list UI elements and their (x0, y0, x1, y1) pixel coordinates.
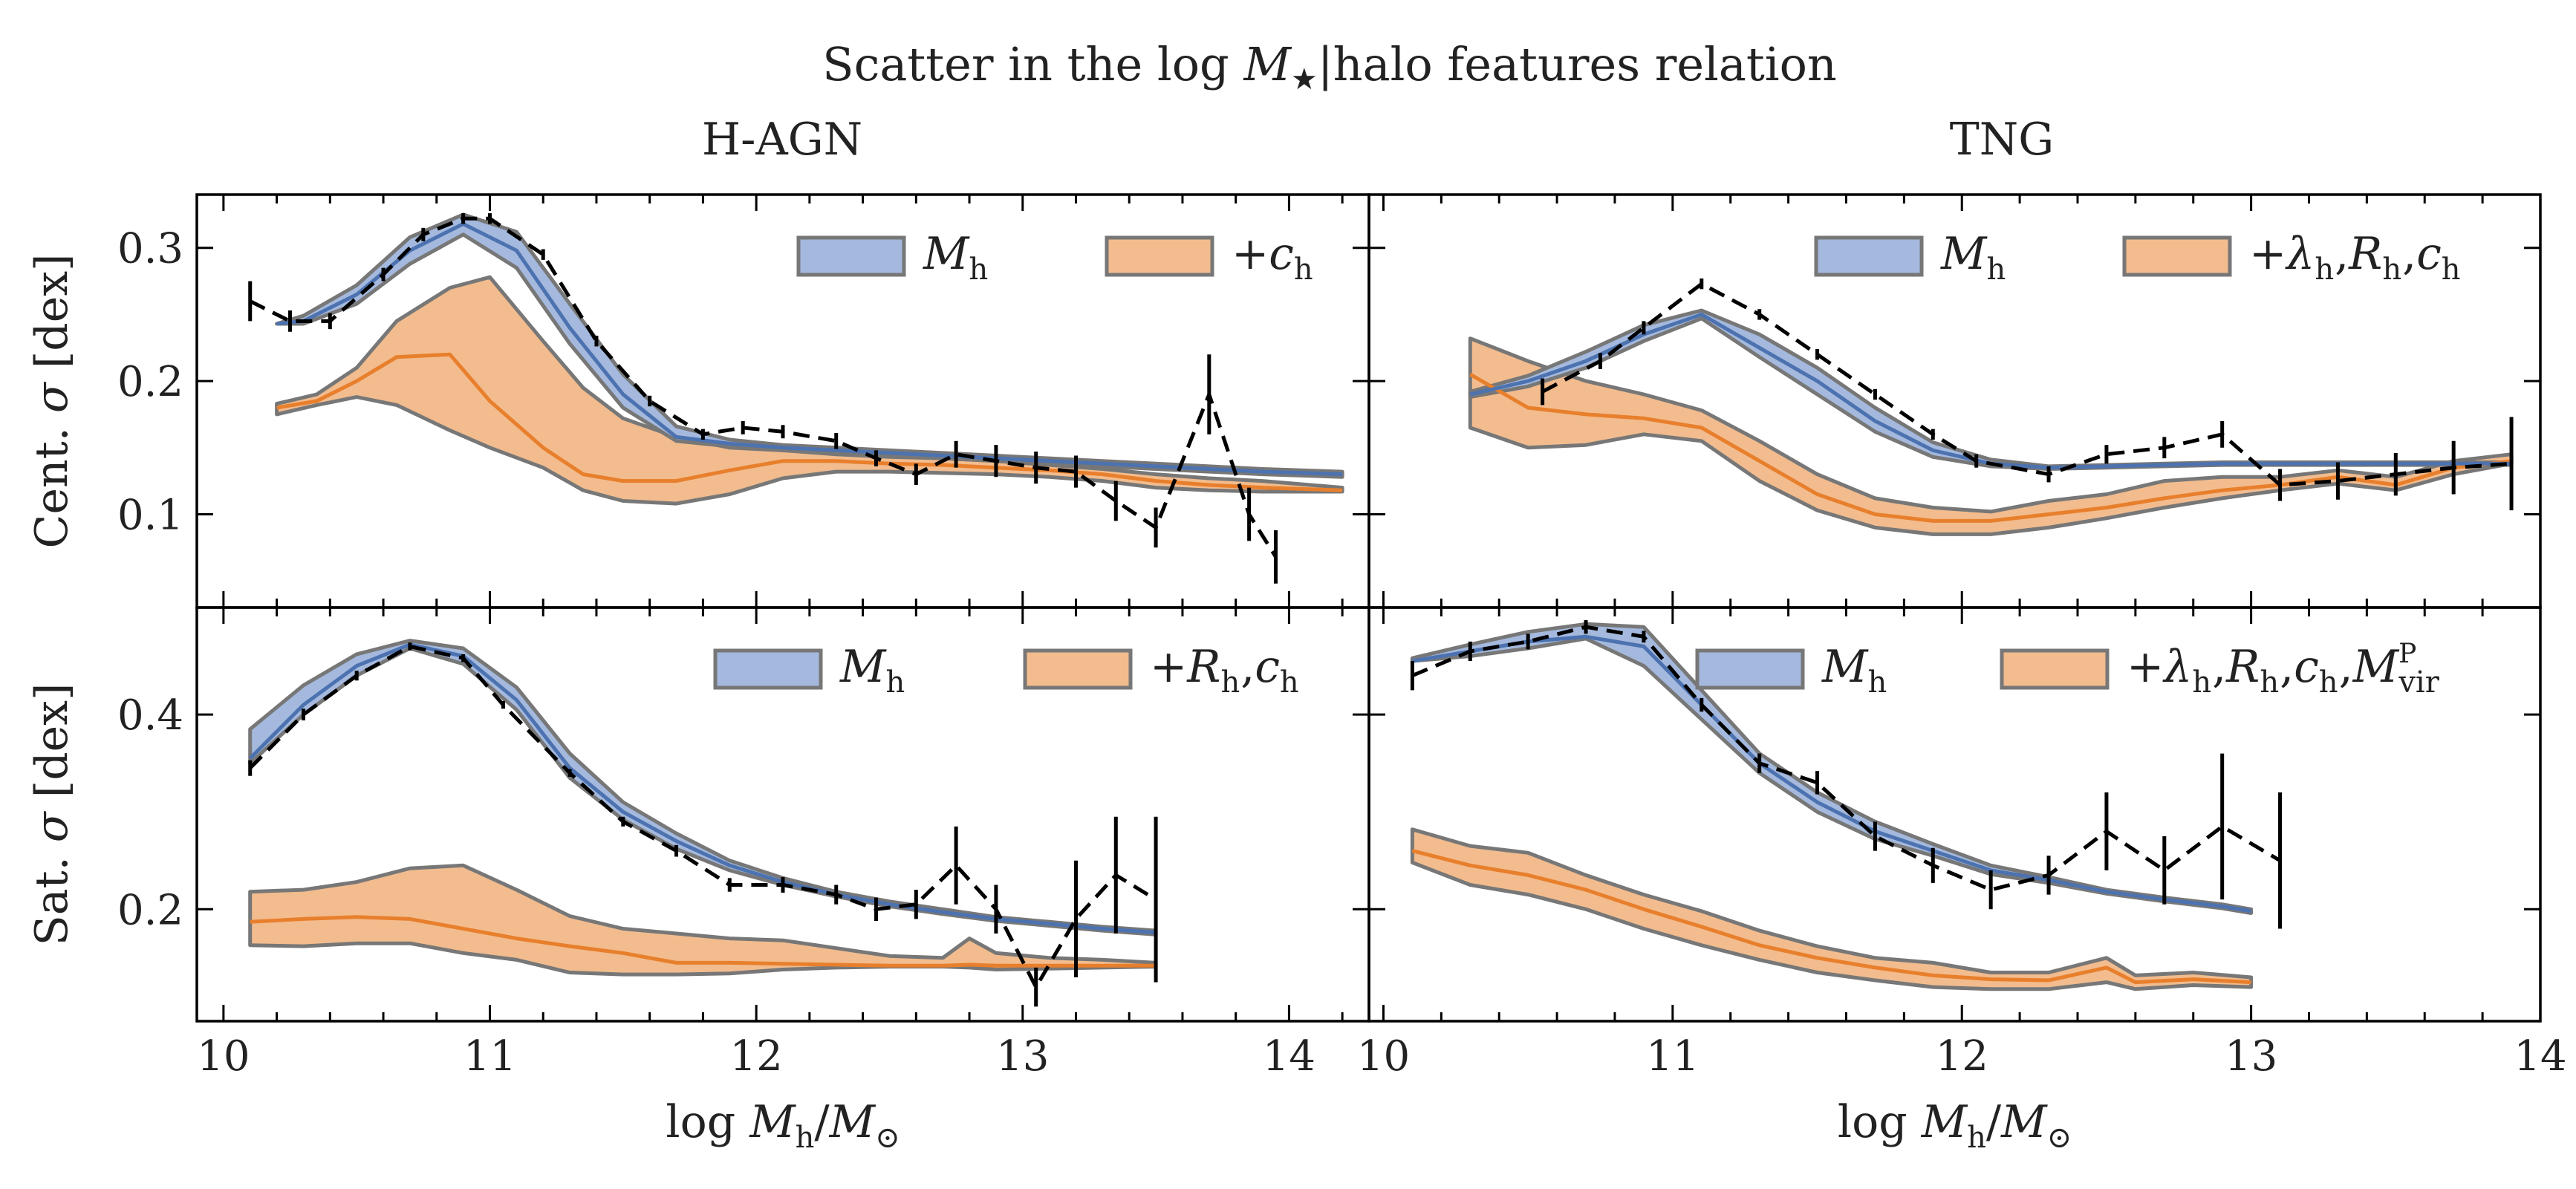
panels: 0.1 0.2 0.3 Cent. σ [dex] Mh +ch Mh +λh ,Rh … (26, 193, 2567, 1155)
panel-frame (1367, 606, 2542, 1023)
legend-swatch-plus (1023, 648, 1133, 690)
x-tick-label: 14 (1263, 1032, 1315, 1081)
panel-hagn_cent: 0.1 0.2 0.3 Cent. σ [dex] Mh +ch (26, 193, 1370, 609)
y-tick-label: 0.2 (117, 886, 183, 934)
plot-area (248, 639, 1158, 1007)
mh-line (248, 642, 1157, 935)
y-tick-label: 0.3 (117, 225, 183, 273)
legend: Mh +λh ,Rh ,ch (1814, 228, 2462, 287)
panel-tng_sat: 10 11 12 13 14 log Mh/M⊙ Mh +λh ,Rh ,ch ,MP vir (1357, 606, 2567, 1155)
plus-features-line (276, 352, 1343, 492)
legend-label-plus: +λh ,Rh ,ch ,MP vir (2127, 639, 2440, 700)
mh-band (1410, 622, 2254, 915)
x-tick-label: 12 (730, 1032, 783, 1081)
plus-features-line (1411, 849, 2251, 985)
x-tick-label: 10 (1357, 1032, 1410, 1081)
x-tick-label: 13 (996, 1032, 1049, 1081)
legend-swatch-plus (2000, 648, 2110, 690)
column-title-hagn: H-AGN (702, 114, 862, 166)
figure-title: Scatter in the log M★|halo features rela… (822, 37, 1837, 97)
y-tick-label: 0.4 (117, 691, 183, 740)
plot-area (1410, 620, 2283, 991)
y-tick-label: 0.2 (117, 358, 183, 406)
x-axis-label: log Mh/M⊙ (1838, 1096, 2072, 1155)
legend: Mh +λh ,Rh ,ch ,MP vir (1695, 639, 2440, 700)
mh-line (1411, 634, 2252, 913)
ticks (197, 195, 1369, 607)
simulation-line (1541, 281, 2512, 487)
legend: Mh +Rh ,ch (713, 641, 1300, 700)
x-tick-label: 13 (2225, 1032, 2277, 1081)
mh-line (276, 222, 1343, 477)
legend-label-mh: Mh (923, 228, 989, 287)
legend-label-mh: Mh (839, 641, 905, 700)
x-tick-label: 11 (1646, 1032, 1699, 1081)
x-tick-label: 11 (464, 1032, 516, 1081)
plot-area (248, 212, 1344, 584)
legend-label-mh: Mh (1821, 641, 1887, 700)
column-title-tng: TNG (1950, 114, 2054, 166)
plus-features-band (1410, 827, 2254, 991)
x-tick-label: 12 (1936, 1032, 1988, 1081)
legend-swatch-mh (1695, 648, 1805, 690)
y-axis-label: Sat. σ [dex] (26, 683, 78, 946)
legend-swatch-plus (2122, 235, 2232, 277)
panel-hagn_sat: 10 11 12 13 14 0.2 0.4 Sat. σ [dex] log Mh/M⊙ Mh … (26, 606, 1370, 1155)
plus-features-line (250, 915, 1157, 968)
y-axis-label: Cent. σ [dex] (26, 254, 78, 549)
legend-label-plus: +Rh ,ch (1150, 641, 1300, 700)
legend-label-plus: +λh ,Rh ,ch (2249, 228, 2462, 287)
x-tick-label: 10 (197, 1032, 250, 1081)
x-tick-label: 14 (2514, 1032, 2566, 1081)
x-axis-label: log Mh/M⊙ (666, 1096, 900, 1155)
plot-area (1468, 278, 2514, 536)
legend-label-plus: +ch (1232, 228, 1314, 287)
plus-features-band (1468, 336, 2514, 536)
ticks (1369, 195, 2542, 607)
panel-tng_cent: Mh +λh ,Rh ,ch (1367, 193, 2542, 609)
ticks (1369, 607, 2542, 1021)
legend-label-mh: Mh (1940, 228, 2006, 287)
simulation-line (1411, 625, 2281, 892)
simulation-line (248, 644, 1157, 989)
ticks (197, 607, 1369, 1021)
legend-swatch-mh (1814, 235, 1924, 277)
y-tick-label: 0.1 (117, 491, 183, 539)
mh-band (275, 212, 1344, 479)
legend: Mh +ch (796, 228, 1314, 287)
legend-swatch-plus (1105, 235, 1214, 277)
legend-swatch-mh (796, 235, 906, 277)
legend-swatch-mh (713, 648, 823, 690)
